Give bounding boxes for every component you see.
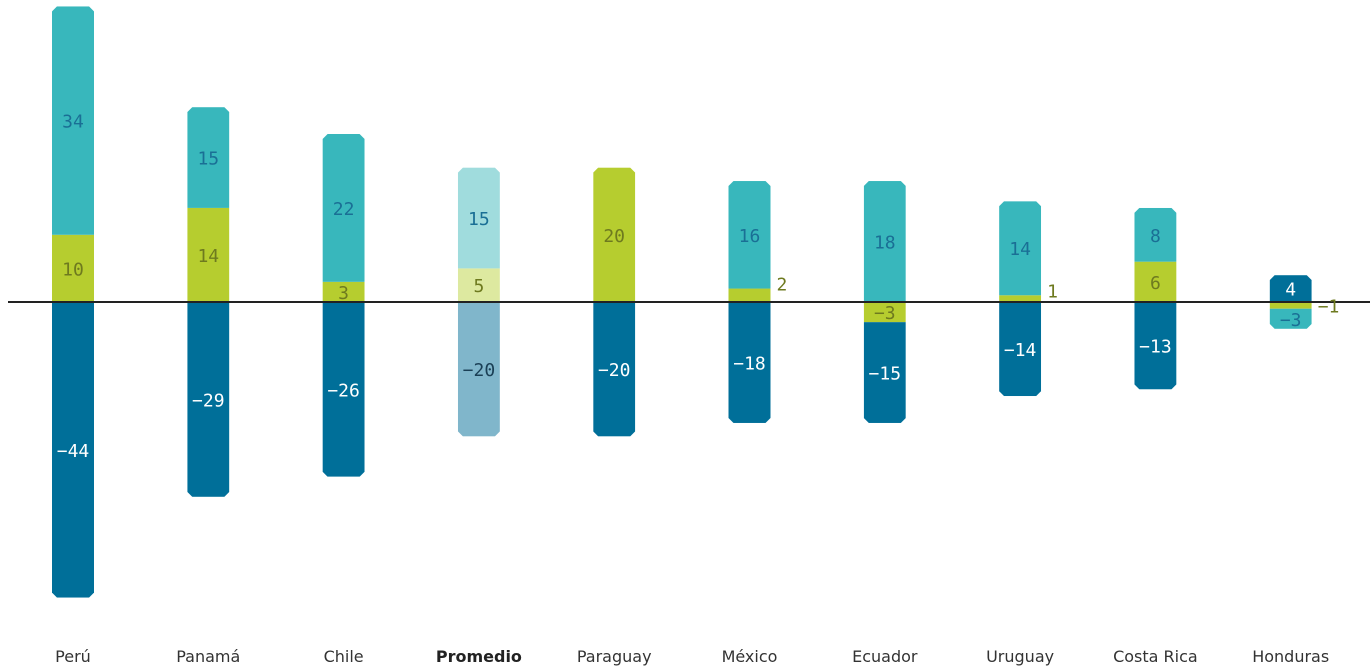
bar-teal-honduras [1269, 308, 1312, 329]
bar-group-peru [52, 6, 94, 598]
value-label-lime-costa-rica: 6 [1150, 273, 1161, 294]
value-label-navy-uruguay: −14 [1004, 340, 1037, 361]
category-label-peru: Perú [55, 647, 91, 666]
bar-group-promedio [457, 167, 500, 437]
bar-navy-chile [322, 302, 365, 477]
bar-navy-promedio [457, 302, 500, 437]
value-label-teal-ecuador: 18 [874, 233, 896, 254]
bar-navy-paraguay [593, 302, 636, 437]
category-label-chile: Chile [324, 647, 364, 666]
category-label-promedio: Promedio [436, 647, 522, 666]
bar-group-ecuador [863, 181, 906, 423]
bar-lime-peru [52, 234, 94, 302]
value-label-navy-honduras: 4 [1285, 280, 1296, 301]
bar-lime-costa-rica [1134, 261, 1177, 302]
bar-teal-mexico [728, 181, 771, 289]
category-label-ecuador: Ecuador [852, 647, 918, 666]
value-label-lime-paraguay: 20 [603, 226, 625, 247]
value-label-teal-chile: 22 [333, 199, 355, 220]
bar-lime-mexico [728, 288, 771, 302]
value-label-lime-chile: 3 [338, 283, 349, 304]
value-label-navy-chile: −26 [327, 380, 360, 401]
bar-group-uruguay [999, 201, 1042, 397]
category-labels-layer: Perú Panamá Chile Promedio Paraguay México Ecu… [55, 647, 1329, 666]
bar-teal-panama [187, 107, 230, 208]
bar-navy-panama [187, 302, 230, 497]
bar-lime-honduras [1269, 302, 1312, 309]
bar-navy-mexico [728, 302, 771, 423]
value-label-teal-panama: 15 [197, 149, 219, 170]
category-label-paraguay: Paraguay [577, 647, 652, 666]
value-label-lime-ecuador: −3 [874, 303, 896, 324]
value-label-navy-panama: −29 [192, 390, 225, 411]
value-label-lime-panama: 14 [197, 246, 219, 267]
bar-navy-ecuador [863, 322, 906, 423]
value-label-lime-mexico: 2 [777, 275, 788, 296]
value-label-lime-honduras: −1 [1318, 296, 1340, 317]
bar-navy-uruguay [999, 302, 1042, 397]
bar-lime-promedio [457, 268, 500, 302]
bar-group-panama [187, 107, 230, 497]
bar-group-chile [322, 134, 365, 477]
bar-group-honduras [1269, 275, 1312, 329]
bar-navy-honduras [1269, 275, 1312, 302]
category-label-costa-rica: Costa Rica [1113, 647, 1198, 666]
value-label-teal-mexico: 16 [739, 226, 761, 247]
bars-layer [52, 6, 1312, 598]
bar-teal-costa-rica [1134, 207, 1177, 262]
value-label-teal-costa-rica: 8 [1150, 226, 1161, 247]
bar-group-paraguay [593, 167, 636, 437]
bar-lime-chile [322, 281, 365, 302]
value-label-lime-promedio: 5 [473, 276, 484, 297]
category-label-honduras: Honduras [1252, 647, 1329, 666]
bar-teal-ecuador [863, 181, 906, 302]
value-label-navy-mexico: −18 [733, 353, 766, 374]
bar-lime-uruguay [999, 295, 1042, 302]
category-label-mexico: México [722, 647, 778, 666]
value-label-navy-paraguay: −20 [598, 360, 631, 381]
value-label-navy-peru: −44 [57, 441, 90, 462]
bar-teal-peru [52, 6, 94, 235]
bar-teal-promedio [457, 167, 500, 269]
value-label-lime-peru: 10 [62, 259, 84, 280]
value-label-lime-uruguay: 1 [1047, 281, 1058, 302]
value-label-navy-ecuador: −15 [869, 364, 902, 385]
bar-lime-panama [187, 207, 230, 302]
bar-teal-chile [322, 134, 365, 282]
bar-teal-uruguay [999, 201, 1042, 296]
value-label-teal-peru: 34 [62, 112, 84, 133]
bar-lime-ecuador [863, 302, 906, 323]
bar-group-costa-rica [1134, 207, 1177, 390]
value-label-navy-costa-rica: −13 [1139, 337, 1172, 358]
bar-navy-peru [52, 302, 94, 598]
bar-lime-paraguay [593, 167, 636, 302]
value-labels-layer: 1034−441415−29322−26515−2020−20216−18−31… [57, 112, 1340, 462]
category-label-uruguay: Uruguay [986, 647, 1054, 666]
value-label-teal-promedio: 15 [468, 209, 490, 230]
value-label-teal-uruguay: 14 [1009, 239, 1031, 260]
bar-group-mexico [728, 181, 771, 423]
category-label-panama: Panamá [176, 647, 240, 666]
value-label-navy-promedio: −20 [463, 360, 496, 381]
bar-navy-costa-rica [1134, 302, 1177, 390]
value-label-teal-honduras: −3 [1280, 310, 1302, 331]
